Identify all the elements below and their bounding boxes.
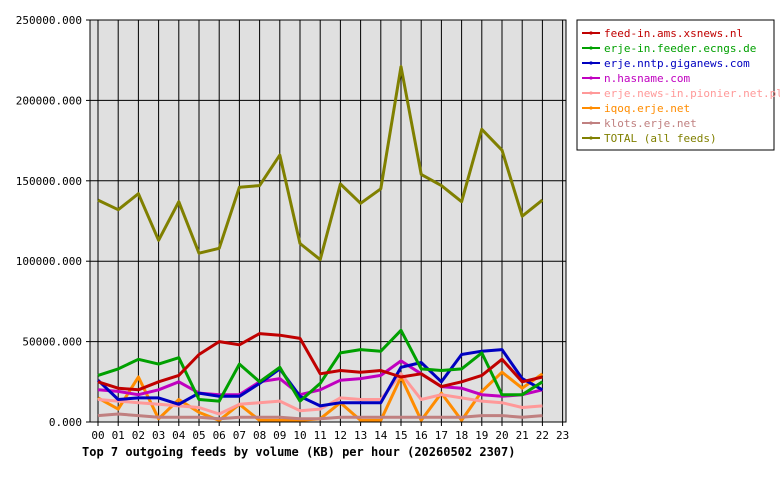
legend-label: klots.erje.net xyxy=(604,117,697,130)
series-group xyxy=(96,65,544,422)
series-line-total-all-feeds- xyxy=(97,65,544,262)
legend-marker xyxy=(589,61,593,65)
legend-label: iqoq.erje.net xyxy=(604,102,690,115)
x-tick-label: 15 xyxy=(394,429,407,442)
legend-box xyxy=(576,19,775,151)
chart-title: Top 7 outgoing feeds by volume (KB) per … xyxy=(82,445,515,459)
legend-label: erje.news-in.pionier.net.pl xyxy=(604,87,780,100)
x-tick-label: 21 xyxy=(516,429,529,442)
legend-marker xyxy=(589,136,593,140)
y-tick-label: 200000.000 xyxy=(16,94,82,107)
series-line-feed-in-ams-xsnews-nl xyxy=(97,332,543,392)
legend-label: erje-in.feeder.ecngs.de xyxy=(604,42,756,55)
series-line-erje-nntp-giganews-com xyxy=(96,348,544,408)
legend-label: erje.nntp.giganews.com xyxy=(604,57,750,70)
x-tick-label: 23 xyxy=(556,429,569,442)
series-line-erje-news-in-pionier-net-pl xyxy=(97,372,543,416)
x-tick-label: 11 xyxy=(314,429,327,442)
legend-marker xyxy=(589,121,593,125)
x-tick-label: 10 xyxy=(293,429,306,442)
legend-marker xyxy=(589,76,593,80)
legend-label: n.hasname.com xyxy=(604,72,690,85)
x-tick-label: 12 xyxy=(334,429,347,442)
x-tick-label: 07 xyxy=(233,429,246,442)
y-tick-label: 250000.000 xyxy=(16,14,82,27)
x-tick-label: 22 xyxy=(536,429,549,442)
x-tick-label: 13 xyxy=(354,429,367,442)
y-tick-label: 150000.000 xyxy=(16,175,82,188)
x-tick-label: 00 xyxy=(91,429,104,442)
series-line-n-hasname-com xyxy=(97,359,543,398)
legend: feed-in.ams.xsnews.nl erje-in.feeder.ecng… xyxy=(576,19,780,151)
x-tick-label: 18 xyxy=(455,429,468,442)
x-tick-label: 04 xyxy=(172,429,186,442)
x-tick-label: 02 xyxy=(132,429,145,442)
x-tick-label: 20 xyxy=(495,429,508,442)
legend-marker xyxy=(589,46,593,50)
x-tick-label: 06 xyxy=(213,429,226,442)
series-line-klots-erje-net xyxy=(97,412,543,421)
axes: 00 01 02 03 04 05 06 07 08 09 10 11 12 13 14 15 16 17 18 19… xyxy=(16,14,569,442)
x-tick-label: 14 xyxy=(374,429,388,442)
y-tick-label: 0.000 xyxy=(49,416,82,429)
x-tick-label: 17 xyxy=(435,429,448,442)
legend-marker xyxy=(589,91,593,95)
legend-marker xyxy=(589,106,593,110)
x-tick-label: 09 xyxy=(273,429,286,442)
x-tick-label: 08 xyxy=(253,429,266,442)
legend-label: feed-in.ams.xsnews.nl xyxy=(604,27,743,40)
series-line-erje-in-feeder-ecngs-de xyxy=(97,328,544,403)
plot-frame xyxy=(89,19,567,423)
legend-label: TOTAL (all feeds) xyxy=(604,132,717,145)
x-tick-label: 01 xyxy=(112,429,125,442)
y-tick-label: 50000.000 xyxy=(22,336,82,349)
x-tick-label: 03 xyxy=(152,429,165,442)
x-tick-label: 19 xyxy=(475,429,488,442)
x-tick-label: 16 xyxy=(415,429,428,442)
x-tick-label: 05 xyxy=(192,429,205,442)
legend-marker xyxy=(589,31,593,35)
y-tick-label: 100000.000 xyxy=(16,255,82,268)
